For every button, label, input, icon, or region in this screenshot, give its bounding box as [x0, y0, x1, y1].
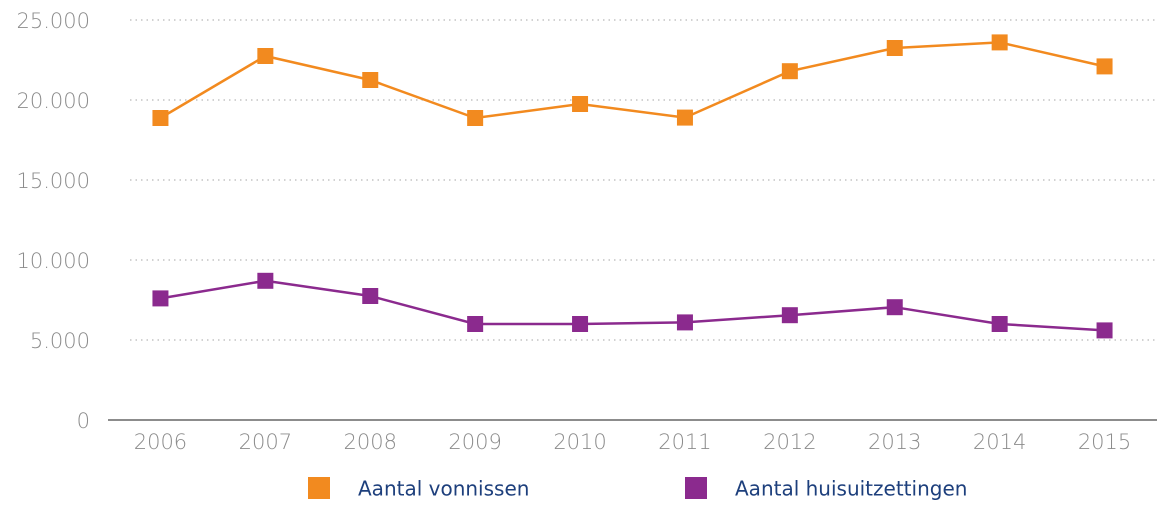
series-line [160, 279, 1105, 332]
legend-label: Aantal vonnissen [358, 477, 529, 501]
marker [676, 109, 693, 126]
y-tick-label: 20.000 [17, 89, 90, 113]
marker [572, 316, 589, 332]
marker [1096, 322, 1113, 339]
marker [362, 72, 379, 88]
marker [1096, 58, 1113, 75]
x-tick-label: 2007 [239, 430, 292, 454]
x-tick-label: 2011 [658, 430, 711, 454]
marker [467, 316, 484, 332]
marker [572, 96, 589, 112]
x-tick-label: 2012 [763, 430, 816, 454]
legend-swatch [685, 477, 707, 499]
marker [152, 110, 169, 126]
marker [781, 63, 798, 80]
x-tick-label: 2014 [973, 430, 1026, 454]
marker [257, 272, 274, 289]
x-tick-label: 2013 [868, 430, 921, 454]
marker [991, 34, 1008, 51]
y-tick-label: 25.000 [17, 9, 90, 33]
x-tick-label: 2006 [134, 430, 187, 454]
x-tick-label: 2008 [344, 430, 397, 454]
marker [676, 314, 693, 331]
y-tick-label: 5.000 [30, 329, 90, 353]
marker [991, 316, 1008, 332]
x-tick-label: 2010 [553, 430, 606, 454]
legend-swatch [308, 477, 330, 499]
marker [781, 307, 798, 324]
marker [362, 288, 379, 304]
y-tick-label: 10.000 [17, 249, 90, 273]
x-tick-label: 2009 [448, 430, 501, 454]
marker [886, 40, 903, 56]
y-tick-label: 15.000 [17, 169, 90, 193]
x-tick-label: 2015 [1078, 430, 1131, 454]
marker [152, 290, 169, 307]
marker [257, 48, 274, 64]
marker [467, 110, 484, 126]
series-line [159, 41, 1105, 120]
legend-label: Aantal huisuitzettingen [735, 477, 967, 501]
marker [886, 299, 903, 316]
y-tick-label: 0 [77, 409, 90, 433]
